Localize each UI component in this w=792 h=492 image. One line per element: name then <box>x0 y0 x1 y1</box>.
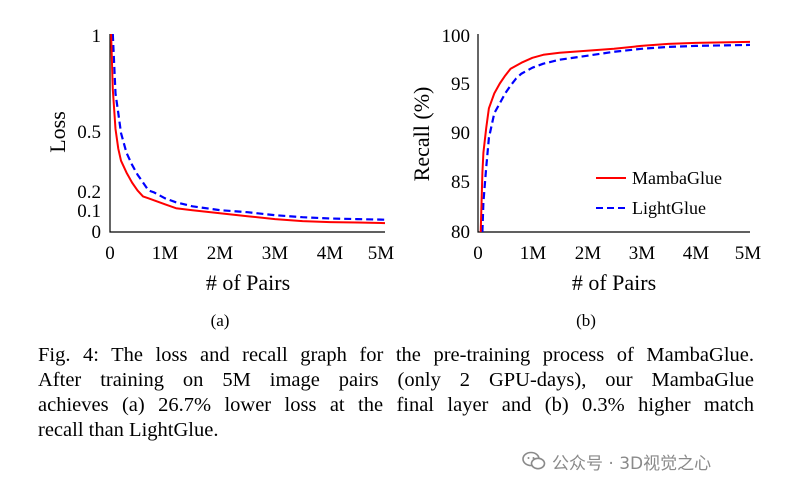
loss-ytick-1: 1 <box>92 26 102 47</box>
recall-legend: MambaGlue LightGlue <box>596 168 722 218</box>
recall-xtick-0: 0 <box>473 243 483 264</box>
loss-chart: 1 0.5 0.2 0.1 0 0 1M 2M 3M 4M 5M # of Pa… <box>45 26 394 330</box>
charts-figure: 1 0.5 0.2 0.1 0 0 1M 2M 3M 4M 5M # of Pa… <box>45 26 761 330</box>
recall-subfigure-label: (b) <box>576 311 596 330</box>
wechat-icon <box>522 451 546 470</box>
loss-xtick-3m: 3M <box>262 243 289 264</box>
recall-xtick-2m: 2M <box>575 243 602 264</box>
recall-y-axis-label: Recall (%) <box>409 87 434 182</box>
loss-ytick-0.1: 0.1 <box>77 201 101 222</box>
loss-xtick-1m: 1M <box>152 243 179 264</box>
recall-axes-frame <box>477 34 750 233</box>
figure-caption: Fig. 4: The loss and recall graph for th… <box>38 343 754 443</box>
caption-line-3: achieves (a) 26.7% lower loss at the fin… <box>38 394 754 416</box>
loss-ytick-0.5: 0.5 <box>77 122 101 143</box>
recall-chart: 100 95 90 85 80 0 1M 2M 3M 4M 5M # of Pa… <box>409 26 761 330</box>
loss-series-mambaglue-line <box>110 33 386 225</box>
recall-xtick-4m: 4M <box>683 243 710 264</box>
watermark-text: 公众号 · 3D视觉之心 <box>552 453 712 474</box>
recall-plot-area <box>479 40 751 233</box>
recall-ytick-90: 90 <box>451 123 470 144</box>
recall-series-lightglue-line <box>481 43 751 233</box>
loss-plot-area <box>110 33 386 225</box>
loss-x-axis-label: # of Pairs <box>206 270 290 295</box>
recall-ytick-80: 80 <box>451 222 470 243</box>
loss-axes-frame <box>109 34 385 233</box>
recall-xtick-1m: 1M <box>520 243 547 264</box>
caption-line-2: After training on 5M image pairs (only 2… <box>38 369 754 391</box>
loss-series-lightglue-line <box>111 33 386 221</box>
recall-x-axis-label: # of Pairs <box>572 270 656 295</box>
legend-label-lightglue: LightGlue <box>632 198 706 218</box>
loss-ytick-0: 0 <box>92 222 102 243</box>
watermark: 公众号 · 3D视觉之心 <box>522 449 712 474</box>
recall-ytick-95: 95 <box>451 74 470 95</box>
recall-ytick-100: 100 <box>442 26 471 47</box>
legend-label-mambaglue: MambaGlue <box>632 168 722 188</box>
loss-xtick-0: 0 <box>105 243 115 264</box>
recall-xtick-3m: 3M <box>629 243 656 264</box>
recall-series-mambaglue-line <box>479 40 751 233</box>
caption-line-4: recall than LightGlue. <box>38 419 219 441</box>
loss-xtick-5m: 5M <box>368 243 395 264</box>
recall-ytick-85: 85 <box>451 172 470 193</box>
loss-ytick-0.2: 0.2 <box>77 182 101 203</box>
loss-y-axis-label: Loss <box>45 111 70 153</box>
caption-line-1: Fig. 4: The loss and recall graph for th… <box>38 344 754 366</box>
loss-xtick-4m: 4M <box>317 243 344 264</box>
recall-xtick-5m: 5M <box>735 243 762 264</box>
loss-xtick-2m: 2M <box>207 243 234 264</box>
loss-subfigure-label: (a) <box>211 311 230 330</box>
